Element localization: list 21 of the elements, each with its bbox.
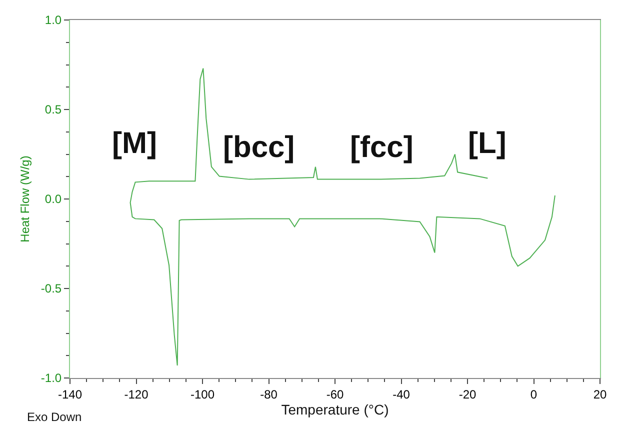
x-tick-label: -100 (190, 387, 215, 402)
y-tick-label: 0.0 (44, 192, 62, 206)
y-axis-title: Heat Flow (W/g) (18, 156, 32, 242)
x-tick-label: -80 (260, 387, 278, 402)
x-tick-label: 0 (530, 387, 538, 402)
y-tick-label: -1.0 (40, 371, 62, 386)
x-tick-label: -40 (392, 387, 410, 402)
x-tick-label: -60 (326, 387, 344, 402)
x-tick-label: -140 (58, 387, 82, 402)
x-tick-label: -120 (124, 387, 149, 402)
annotation: [L] (468, 127, 506, 160)
y-tick-label: -0.5 (40, 282, 62, 296)
x-tick-label: -20 (458, 387, 476, 402)
annotation: [fcc] (350, 131, 414, 164)
y-tick-label: 1.0 (44, 13, 62, 28)
annotation: [bcc] (223, 131, 295, 164)
x-axis-title: Temperature (°C) (281, 401, 389, 418)
text: Exo Down (27, 410, 82, 424)
x-tick-label: 20 (593, 387, 607, 402)
annotation: [M] (112, 127, 157, 160)
y-tick-label: 0.5 (44, 102, 62, 117)
